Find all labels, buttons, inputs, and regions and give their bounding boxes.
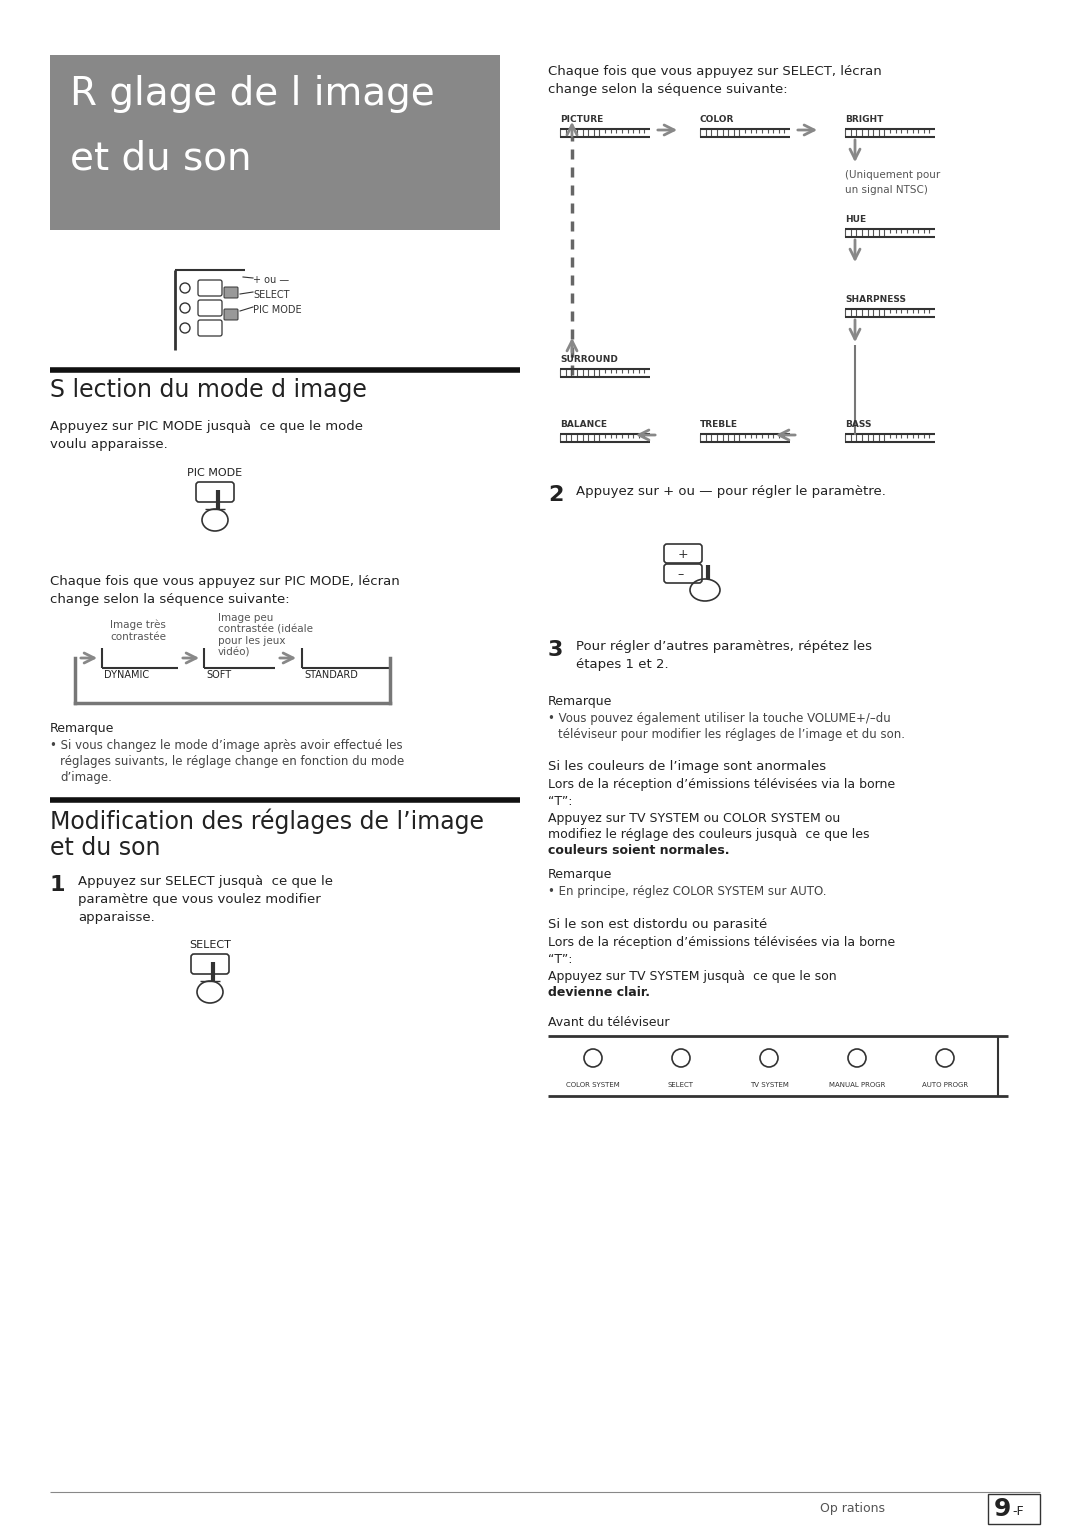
Text: étapes 1 et 2.: étapes 1 et 2. [576,659,669,671]
Text: BRIGHT: BRIGHT [845,115,883,124]
Text: apparaisse.: apparaisse. [78,911,154,924]
FancyBboxPatch shape [224,309,238,319]
Text: Op rations: Op rations [820,1502,885,1514]
Text: PIC MODE: PIC MODE [188,468,243,478]
Text: 1: 1 [50,876,66,895]
Text: “T”:: “T”: [548,953,572,966]
Bar [988,1494,1040,1523]
Text: change selon la séquence suivante:: change selon la séquence suivante: [50,593,289,607]
Text: Remarque: Remarque [548,868,612,882]
Text: BASS: BASS [845,420,872,429]
Text: Remarque: Remarque [548,695,612,707]
Text: Avant du téléviseur: Avant du téléviseur [548,1016,670,1028]
Text: couleurs soient normales.: couleurs soient normales. [548,843,729,857]
Text: Remarque: Remarque [50,723,114,735]
Text: paramètre que vous voulez modifier: paramètre que vous voulez modifier [78,892,321,906]
Text: Lors de la réception d’émissions télévisées via la borne: Lors de la réception d’émissions télévis… [548,937,895,949]
FancyBboxPatch shape [191,953,229,973]
Text: modifiez le réglage des couleurs jusquà  ce que les: modifiez le réglage des couleurs jusquà … [548,828,869,840]
FancyBboxPatch shape [198,280,222,296]
FancyBboxPatch shape [198,299,222,316]
Text: AUTO PROGR: AUTO PROGR [922,1082,968,1088]
Text: • Vous pouvez également utiliser la touche VOLUME+/–du: • Vous pouvez également utiliser la touc… [548,712,891,724]
Text: Si les couleurs de l’image sont anormales: Si les couleurs de l’image sont anormale… [548,759,826,773]
Text: 3: 3 [548,640,564,660]
Text: Lors de la réception d’émissions télévisées via la borne: Lors de la réception d’émissions télévis… [548,778,895,792]
Text: • Si vous changez le mode d’image après avoir effectué les: • Si vous changez le mode d’image après … [50,740,403,752]
Text: +: + [677,547,688,561]
FancyBboxPatch shape [664,544,702,562]
Text: –: – [678,568,684,582]
Text: HUE: HUE [845,215,866,225]
Text: change selon la séquence suivante:: change selon la séquence suivante: [548,83,787,96]
FancyBboxPatch shape [198,319,222,336]
Text: et du son: et du son [50,836,161,860]
Text: DYNAMIC: DYNAMIC [104,669,149,680]
Text: réglages suivants, le réglage change en fonction du mode: réglages suivants, le réglage change en … [60,755,404,769]
Text: 9: 9 [994,1497,1011,1520]
Text: Image très
contrastée: Image très contrastée [110,620,166,642]
Text: COLOR SYSTEM: COLOR SYSTEM [566,1082,620,1088]
Text: voulu apparaisse.: voulu apparaisse. [50,439,167,451]
Text: SELECT: SELECT [189,940,231,950]
Text: • En principe, réglez COLOR SYSTEM sur AUTO.: • En principe, réglez COLOR SYSTEM sur A… [548,885,826,898]
FancyBboxPatch shape [664,564,702,584]
Text: SHARPNESS: SHARPNESS [845,295,906,304]
Text: (Uniquement pour: (Uniquement pour [845,170,941,180]
Text: devienne clair.: devienne clair. [548,986,650,999]
Text: PIC MODE: PIC MODE [253,306,301,315]
Text: R glage de l image: R glage de l image [70,75,435,113]
Text: Appuyez sur PIC MODE jusquà  ce que le mode: Appuyez sur PIC MODE jusquà ce que le mo… [50,420,363,432]
Text: Appuyez sur TV SYSTEM jusquà  ce que le son: Appuyez sur TV SYSTEM jusquà ce que le s… [548,970,837,983]
Text: + ou —: + ou — [253,275,289,286]
Text: COLOR: COLOR [700,115,734,124]
FancyBboxPatch shape [195,481,234,503]
Text: et du son: et du son [70,141,252,177]
Text: SELECT: SELECT [253,290,289,299]
Text: BALANCE: BALANCE [561,420,607,429]
Text: Chaque fois que vous appuyez sur PIC MODE, lécran: Chaque fois que vous appuyez sur PIC MOD… [50,575,400,588]
Text: -F: -F [1012,1505,1024,1517]
Text: Chaque fois que vous appuyez sur SELECT, lécran: Chaque fois que vous appuyez sur SELECT,… [548,66,881,78]
Text: un signal NTSC): un signal NTSC) [845,185,928,196]
Text: “T”:: “T”: [548,795,572,808]
Text: 2: 2 [548,484,564,504]
Text: Pour régler d’autres paramètres, répétez les: Pour régler d’autres paramètres, répétez… [576,640,872,652]
Text: Appuyez sur SELECT jusquà  ce que le: Appuyez sur SELECT jusquà ce que le [78,876,333,888]
Text: Image peu
contrastée (idéale
pour les jeux
vidéo): Image peu contrastée (idéale pour les je… [218,613,313,657]
Text: d’image.: d’image. [60,772,112,784]
FancyBboxPatch shape [224,287,238,298]
Text: Si le son est distordu ou parasité: Si le son est distordu ou parasité [548,918,767,931]
Text: SELECT: SELECT [669,1082,694,1088]
Text: TV SYSTEM: TV SYSTEM [750,1082,788,1088]
Text: Modification des réglages de l’image: Modification des réglages de l’image [50,808,484,833]
Text: MANUAL PROGR: MANUAL PROGR [828,1082,886,1088]
Text: S lection du mode d image: S lection du mode d image [50,377,367,402]
Text: téléviseur pour modifier les réglages de l’image et du son.: téléviseur pour modifier les réglages de… [558,727,905,741]
Text: TREBLE: TREBLE [700,420,738,429]
Text: STANDARD: STANDARD [303,669,357,680]
Text: SURROUND: SURROUND [561,354,618,364]
Bar [50,55,500,231]
Text: Appuyez sur + ou — pour régler le paramètre.: Appuyez sur + ou — pour régler le paramè… [576,484,886,498]
Text: PICTURE: PICTURE [561,115,604,124]
Text: SOFT: SOFT [206,669,231,680]
Text: Appuyez sur TV SYSTEM ou COLOR SYSTEM ou: Appuyez sur TV SYSTEM ou COLOR SYSTEM ou [548,811,840,825]
